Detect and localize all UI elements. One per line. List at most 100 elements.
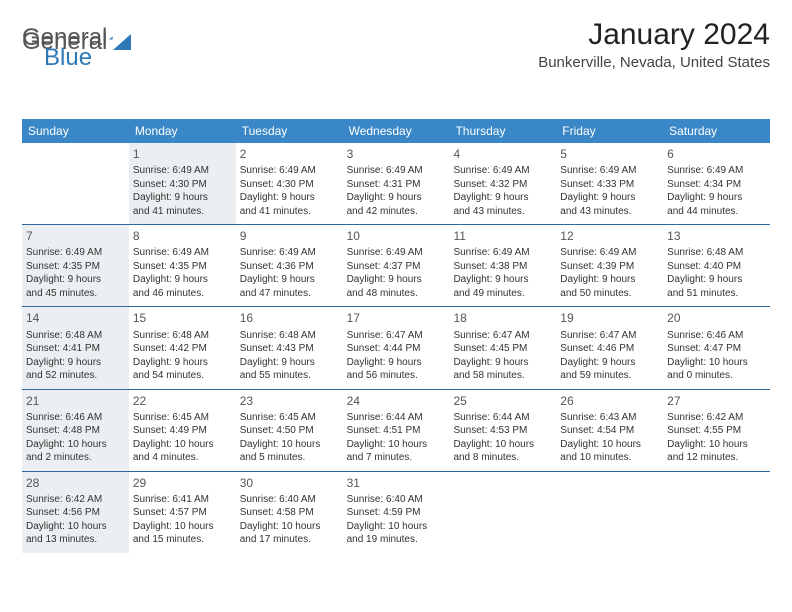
day-cell: 16Sunrise: 6:48 AMSunset: 4:43 PMDayligh… bbox=[236, 307, 343, 388]
day-number: 6 bbox=[667, 146, 766, 162]
day-number: 19 bbox=[560, 310, 659, 326]
day-detail: Daylight: 9 hours bbox=[240, 191, 339, 205]
day-cell: 26Sunrise: 6:43 AMSunset: 4:54 PMDayligh… bbox=[556, 390, 663, 471]
day-cell bbox=[22, 143, 129, 224]
day-detail: Sunrise: 6:40 AM bbox=[240, 493, 339, 507]
day-cell: 11Sunrise: 6:49 AMSunset: 4:38 PMDayligh… bbox=[449, 225, 556, 306]
day-cell bbox=[663, 472, 770, 553]
day-cell: 6Sunrise: 6:49 AMSunset: 4:34 PMDaylight… bbox=[663, 143, 770, 224]
day-detail: Sunset: 4:30 PM bbox=[133, 178, 232, 192]
day-detail: and 46 minutes. bbox=[133, 287, 232, 301]
day-detail: Sunset: 4:41 PM bbox=[26, 342, 125, 356]
day-detail: and 12 minutes. bbox=[667, 451, 766, 465]
day-detail: Daylight: 9 hours bbox=[560, 356, 659, 370]
day-detail: Daylight: 10 hours bbox=[667, 438, 766, 452]
day-detail: Sunrise: 6:49 AM bbox=[453, 246, 552, 260]
day-detail: Sunrise: 6:46 AM bbox=[667, 329, 766, 343]
day-cell: 19Sunrise: 6:47 AMSunset: 4:46 PMDayligh… bbox=[556, 307, 663, 388]
day-detail: Sunset: 4:30 PM bbox=[240, 178, 339, 192]
day-detail: and 7 minutes. bbox=[347, 451, 446, 465]
day-detail: Sunset: 4:45 PM bbox=[453, 342, 552, 356]
day-detail: and 4 minutes. bbox=[133, 451, 232, 465]
day-detail: and 5 minutes. bbox=[240, 451, 339, 465]
day-detail: Sunrise: 6:47 AM bbox=[560, 329, 659, 343]
day-detail: Sunset: 4:57 PM bbox=[133, 506, 232, 520]
day-detail: Sunrise: 6:49 AM bbox=[240, 164, 339, 178]
day-detail: Sunrise: 6:49 AM bbox=[560, 164, 659, 178]
day-detail: and 54 minutes. bbox=[133, 369, 232, 383]
day-detail: and 45 minutes. bbox=[26, 287, 125, 301]
day-detail: and 17 minutes. bbox=[240, 533, 339, 547]
day-number: 23 bbox=[240, 393, 339, 409]
day-detail: and 48 minutes. bbox=[347, 287, 446, 301]
dh-mon: Monday bbox=[129, 119, 236, 143]
day-detail: Sunset: 4:38 PM bbox=[453, 260, 552, 274]
day-cell: 2Sunrise: 6:49 AMSunset: 4:30 PMDaylight… bbox=[236, 143, 343, 224]
day-number: 13 bbox=[667, 228, 766, 244]
day-detail: Daylight: 9 hours bbox=[347, 273, 446, 287]
logo-word2-wrap: Blue bbox=[44, 44, 92, 72]
day-detail: Sunrise: 6:48 AM bbox=[667, 246, 766, 260]
day-number: 8 bbox=[133, 228, 232, 244]
day-detail: Sunset: 4:54 PM bbox=[560, 424, 659, 438]
day-detail: and 8 minutes. bbox=[453, 451, 552, 465]
day-number: 9 bbox=[240, 228, 339, 244]
day-detail: and 0 minutes. bbox=[667, 369, 766, 383]
day-detail: Sunrise: 6:43 AM bbox=[560, 411, 659, 425]
day-detail: and 19 minutes. bbox=[347, 533, 446, 547]
day-detail: Sunset: 4:33 PM bbox=[560, 178, 659, 192]
day-cell: 22Sunrise: 6:45 AMSunset: 4:49 PMDayligh… bbox=[129, 390, 236, 471]
day-cell: 25Sunrise: 6:44 AMSunset: 4:53 PMDayligh… bbox=[449, 390, 556, 471]
dh-wed: Wednesday bbox=[343, 119, 450, 143]
day-detail: and 56 minutes. bbox=[347, 369, 446, 383]
day-cell: 23Sunrise: 6:45 AMSunset: 4:50 PMDayligh… bbox=[236, 390, 343, 471]
day-detail: Sunrise: 6:48 AM bbox=[133, 329, 232, 343]
day-detail: Daylight: 9 hours bbox=[133, 273, 232, 287]
day-detail: Sunrise: 6:47 AM bbox=[453, 329, 552, 343]
day-cell: 24Sunrise: 6:44 AMSunset: 4:51 PMDayligh… bbox=[343, 390, 450, 471]
day-detail: Sunset: 4:47 PM bbox=[667, 342, 766, 356]
day-cell: 1Sunrise: 6:49 AMSunset: 4:30 PMDaylight… bbox=[129, 143, 236, 224]
day-detail: Sunrise: 6:45 AM bbox=[133, 411, 232, 425]
day-detail: Sunrise: 6:47 AM bbox=[347, 329, 446, 343]
logo-sail-icon bbox=[113, 34, 135, 52]
day-cell: 30Sunrise: 6:40 AMSunset: 4:58 PMDayligh… bbox=[236, 472, 343, 553]
day-detail: and 47 minutes. bbox=[240, 287, 339, 301]
day-detail: Daylight: 9 hours bbox=[560, 273, 659, 287]
logo-word2: Blue bbox=[44, 44, 92, 71]
day-cell: 17Sunrise: 6:47 AMSunset: 4:44 PMDayligh… bbox=[343, 307, 450, 388]
calendar: Sunday Monday Tuesday Wednesday Thursday… bbox=[22, 119, 770, 553]
day-detail: Sunset: 4:35 PM bbox=[133, 260, 232, 274]
day-cell: 5Sunrise: 6:49 AMSunset: 4:33 PMDaylight… bbox=[556, 143, 663, 224]
day-detail: Sunrise: 6:49 AM bbox=[453, 164, 552, 178]
day-detail: Sunrise: 6:44 AM bbox=[453, 411, 552, 425]
day-detail: and 44 minutes. bbox=[667, 205, 766, 219]
day-detail: Daylight: 10 hours bbox=[667, 356, 766, 370]
day-detail: Sunset: 4:55 PM bbox=[667, 424, 766, 438]
day-detail: Daylight: 9 hours bbox=[240, 273, 339, 287]
day-detail: Sunset: 4:53 PM bbox=[453, 424, 552, 438]
day-detail: and 42 minutes. bbox=[347, 205, 446, 219]
day-cell: 20Sunrise: 6:46 AMSunset: 4:47 PMDayligh… bbox=[663, 307, 770, 388]
dh-sat: Saturday bbox=[663, 119, 770, 143]
day-cell: 8 Sunrise: 6:49 AMSunset: 4:35 PMDaylight… bbox=[129, 225, 236, 306]
day-detail: Daylight: 9 hours bbox=[453, 356, 552, 370]
day-detail: Daylight: 9 hours bbox=[133, 191, 232, 205]
day-detail: and 51 minutes. bbox=[667, 287, 766, 301]
day-detail: Sunset: 4:59 PM bbox=[347, 506, 446, 520]
day-detail: Sunset: 4:32 PM bbox=[453, 178, 552, 192]
day-detail: Sunset: 4:49 PM bbox=[133, 424, 232, 438]
day-detail: Sunrise: 6:49 AM bbox=[133, 246, 232, 260]
day-detail: Sunset: 4:42 PM bbox=[133, 342, 232, 356]
day-detail: Sunrise: 6:48 AM bbox=[240, 329, 339, 343]
day-detail: and 10 minutes. bbox=[560, 451, 659, 465]
day-number: 5 bbox=[560, 146, 659, 162]
day-cell: 15Sunrise: 6:48 AMSunset: 4:42 PMDayligh… bbox=[129, 307, 236, 388]
day-number: 17 bbox=[347, 310, 446, 326]
day-detail: and 43 minutes. bbox=[453, 205, 552, 219]
day-detail: Daylight: 9 hours bbox=[26, 356, 125, 370]
day-number: 12 bbox=[560, 228, 659, 244]
day-detail: Daylight: 9 hours bbox=[667, 191, 766, 205]
day-number: 30 bbox=[240, 475, 339, 491]
day-detail: Sunrise: 6:49 AM bbox=[560, 246, 659, 260]
